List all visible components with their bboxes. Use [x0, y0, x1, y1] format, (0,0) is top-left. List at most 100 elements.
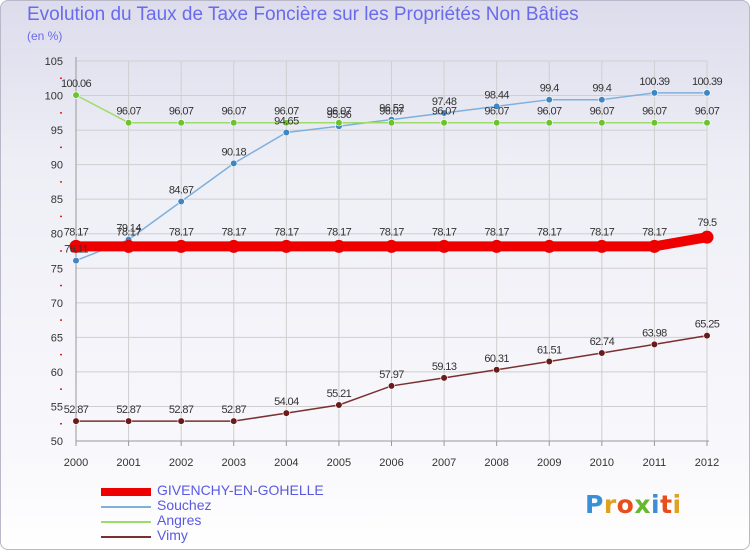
data-label: 78.17: [432, 226, 457, 238]
data-label: 52.87: [64, 404, 89, 416]
data-label: 78.17: [642, 226, 667, 238]
data-point: [493, 119, 501, 127]
data-label: 90.18: [221, 146, 246, 158]
data-label: 100.39: [692, 76, 723, 88]
y-tick-label: 105: [45, 56, 63, 68]
data-label: 78.17: [221, 226, 246, 238]
y-tick-label: 100: [45, 91, 63, 103]
proxiti-logo: Proxiti: [585, 490, 682, 519]
data-point: [72, 257, 80, 265]
data-point: [335, 119, 343, 127]
data-point: [650, 89, 659, 97]
legend-item: Angres: [101, 513, 421, 529]
legend-item: GIVENCHY-EN-GOHELLE: [101, 483, 421, 499]
logo-letter: P: [585, 490, 604, 519]
y-tick-label: 75: [51, 263, 63, 275]
data-point: [545, 119, 553, 127]
data-label: 100.06: [61, 78, 92, 90]
logo-letter: o: [616, 490, 635, 519]
data-label: 84.67: [169, 184, 194, 196]
data-point: [69, 239, 83, 253]
data-label: 96.07: [432, 106, 457, 118]
x-tick-label: 2011: [643, 457, 667, 469]
data-point: [598, 349, 606, 357]
data-point: [230, 417, 238, 425]
data-label: 65.25: [695, 319, 720, 331]
data-point: [598, 96, 606, 104]
data-point: [124, 119, 133, 127]
data-point: [387, 382, 396, 390]
y-tick-label: 90: [51, 160, 63, 172]
data-label: 96.07: [484, 106, 509, 118]
data-label: 97.48: [432, 96, 457, 108]
data-label: 78.17: [116, 226, 141, 238]
data-label: 98.44: [484, 89, 509, 101]
y-tick-label: 95: [51, 125, 63, 137]
y-tick-label: 55: [51, 401, 63, 413]
data-label: 78.17: [484, 226, 509, 238]
data-point: [279, 239, 293, 253]
data-label: 95.56: [327, 109, 352, 121]
logo-letter: x: [634, 490, 651, 519]
data-label: 96.07: [274, 106, 299, 118]
data-point: [177, 417, 185, 425]
data-label: 62.74: [590, 336, 615, 348]
data-point: [490, 239, 504, 253]
data-point: [440, 109, 448, 117]
legend-item: Souchez: [101, 497, 421, 514]
data-label: 78.17: [537, 226, 562, 238]
data-label: 76.11: [64, 244, 88, 256]
data-label: 52.87: [116, 404, 141, 416]
data-point: [385, 239, 398, 253]
x-tick-label: 2004: [274, 457, 298, 469]
legend-swatch: [101, 536, 151, 538]
x-tick-label: 2001: [116, 457, 140, 469]
data-label: 59.13: [432, 361, 457, 373]
y-tick-label: 85: [51, 194, 63, 206]
data-label: 96.07: [327, 106, 352, 118]
data-point: [282, 128, 290, 137]
data-point: [493, 102, 501, 110]
data-point: [177, 197, 185, 206]
legend-swatch: [101, 521, 151, 523]
x-tick-label: 2010: [590, 457, 614, 469]
data-label: 96.07: [590, 106, 615, 118]
data-label: 78.17: [327, 226, 352, 238]
data-label: 55.21: [327, 388, 352, 400]
data-point: [493, 366, 501, 374]
legend-swatch: [101, 506, 151, 508]
data-point: [700, 230, 714, 244]
data-label: 54.04: [274, 396, 299, 408]
data-point: [598, 119, 606, 127]
data-label: 96.07: [642, 106, 667, 118]
legend-label: Souchez: [157, 497, 212, 513]
data-point: [230, 159, 238, 167]
data-label: 52.87: [221, 404, 246, 416]
data-label: 79.14: [116, 223, 141, 235]
data-label: 96.07: [169, 106, 194, 118]
data-label: 96.52: [379, 103, 404, 115]
data-point: [440, 374, 448, 382]
data-point: [650, 340, 659, 349]
data-label: 96.07: [379, 106, 404, 118]
data-point: [177, 119, 185, 127]
data-point: [440, 119, 448, 127]
data-label: 78.17: [379, 226, 404, 238]
data-point: [282, 119, 290, 127]
data-label: 96.07: [695, 106, 720, 118]
logo-letter: i: [651, 490, 661, 519]
data-label: 52.87: [169, 404, 194, 416]
data-point: [387, 119, 396, 127]
data-point: [282, 409, 290, 417]
data-label: 96.07: [116, 106, 141, 118]
data-point: [647, 239, 661, 253]
x-tick-label: 2003: [222, 457, 246, 469]
x-tick-label: 2008: [484, 457, 508, 469]
y-tick-label: 70: [51, 298, 63, 310]
y-tick-label: 80: [51, 229, 63, 241]
data-label: 57.97: [379, 369, 404, 381]
data-point: [332, 239, 346, 253]
legend-label: Vimy: [157, 527, 188, 543]
data-point: [595, 239, 609, 253]
